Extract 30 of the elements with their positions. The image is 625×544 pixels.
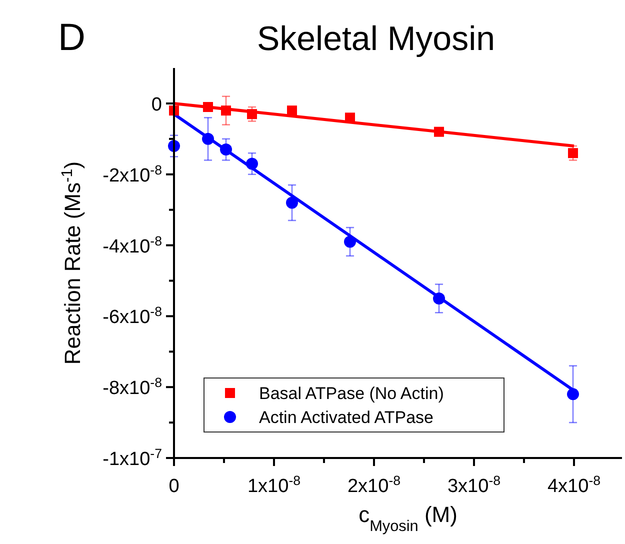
x-tick-label: 0 [168,476,180,497]
point [203,102,213,112]
y-tick-label: -8x10$^{-8}$ [102,374,162,400]
x-axis-title: c$_{Myosin}$ (M) [358,502,458,534]
point [246,158,258,170]
point [344,236,356,248]
chart-title: Skeletal Myosin [256,20,496,58]
point [568,148,578,158]
x-tick-label: 2x10$^{-8}$ [347,472,401,497]
x-tick-label: 4x10$^{-8}$ [547,472,601,497]
point [287,106,297,116]
y-tick-label: -6x10$^{-8}$ [102,304,162,328]
point [247,109,257,120]
y-tick-label: -4x10$^{-8}$ [102,232,162,258]
legend-label: Basal ATPase (No Actin) [259,384,444,403]
point [433,292,445,304]
point [567,388,579,400]
legend-label: Actin Activated ATPase [259,408,434,427]
point [434,126,444,137]
point [221,106,231,116]
y-tick-label: -1x10$^{-7}$ [102,446,162,470]
text: D [58,17,86,59]
y-tick-label: -2x10$^{-8}$ [102,162,162,186]
x-tick-label: 3x10$^{-8}$ [447,472,501,497]
y-tick-label: 0 [151,94,162,116]
point [345,112,355,123]
point [220,144,232,156]
x-tick-label: 1x10$^{-8}$ [247,472,301,497]
point [202,132,214,145]
point [286,196,298,209]
